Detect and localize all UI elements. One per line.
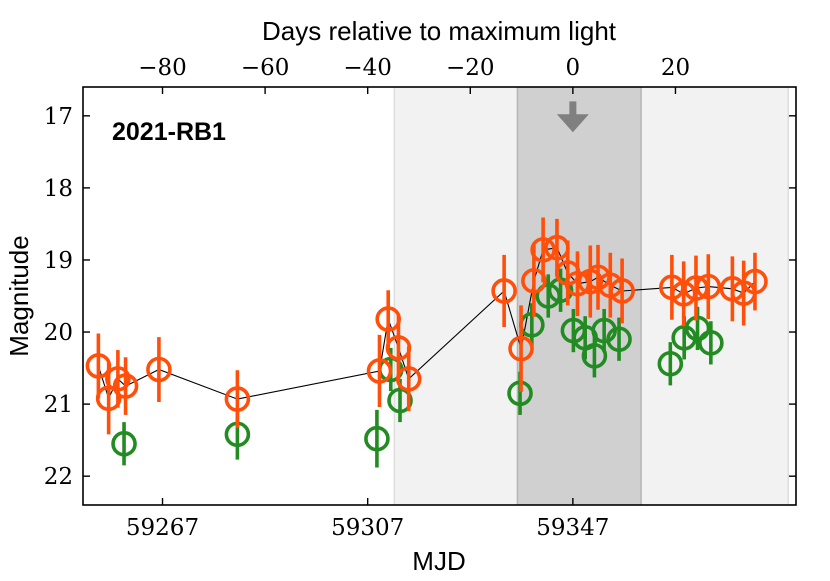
orange-point-23 (683, 275, 709, 301)
data-series (85, 217, 768, 468)
green-point-17 (698, 330, 724, 356)
orange-point-25 (719, 275, 746, 302)
x-axis-title: MJD (412, 546, 465, 576)
orange-point-13 (530, 237, 556, 263)
y-axis-title: Magnitude (4, 235, 34, 356)
x-tick-label-0: 59267 (126, 515, 199, 541)
y-tick-label-0: 17 (44, 104, 73, 130)
plot-frame (82, 86, 797, 506)
y-tick-label-5: 22 (44, 464, 73, 490)
orange-point-10 (491, 278, 517, 304)
orange-point-0 (85, 353, 112, 379)
x-tick-label-1: 59307 (331, 515, 404, 541)
orange-point-3 (112, 373, 139, 399)
max-light-arrow-shaft (569, 101, 577, 117)
series-green (111, 268, 724, 468)
tick-labels: 59267 59307 59347 17 18 19 20 21 22 −80 −60 −40 −20 0… (44, 55, 690, 541)
chart-title: 2021-RB1 (112, 118, 226, 146)
top-tick-label-1: −60 (241, 55, 290, 81)
green-point-13 (606, 326, 632, 353)
orange-point-12 (521, 268, 547, 294)
orange-point-2 (105, 366, 131, 392)
orange-point-20 (609, 278, 635, 304)
orange-point-8 (385, 335, 412, 361)
series-orange (85, 217, 768, 435)
x-tick-label-2: 59347 (536, 515, 609, 541)
green-point-7 (535, 283, 562, 309)
green-point-11 (581, 343, 608, 369)
top-tick-label-3: −20 (446, 55, 495, 81)
axis-ticks (83, 87, 796, 505)
orange-point-24 (695, 273, 722, 300)
top-tick-label-0: −80 (138, 55, 187, 81)
orange-point-19 (597, 272, 624, 298)
orange-point-5 (224, 386, 251, 412)
model-line-group (97, 247, 756, 400)
top-axis-title: Days relative to maximum light (262, 16, 617, 46)
green-point-2 (364, 425, 390, 452)
orange-point-6 (366, 358, 393, 384)
orange-point-27 (742, 268, 768, 295)
green-point-14 (657, 350, 684, 377)
green-point-0 (111, 430, 137, 457)
orange-point-11 (508, 335, 534, 362)
green-point-4 (387, 387, 413, 414)
max-light-arrow-group (556, 101, 589, 133)
y-tick-label-4: 21 (44, 392, 73, 418)
model-line (97, 247, 756, 400)
orange-point-22 (670, 281, 697, 307)
y-tick-label-1: 18 (44, 176, 73, 202)
orange-point-14 (544, 234, 570, 261)
orange-point-4 (146, 356, 172, 383)
top-tick-label-5: 20 (661, 55, 690, 81)
y-tick-label-2: 19 (44, 248, 73, 274)
top-tick-label-2: −40 (343, 55, 392, 81)
top-tick-label-4: 0 (566, 55, 581, 81)
orange-point-9 (395, 366, 422, 392)
orange-point-7 (375, 306, 402, 332)
y-tick-label-3: 20 (44, 320, 73, 346)
max-light-arrow-head (556, 114, 589, 133)
